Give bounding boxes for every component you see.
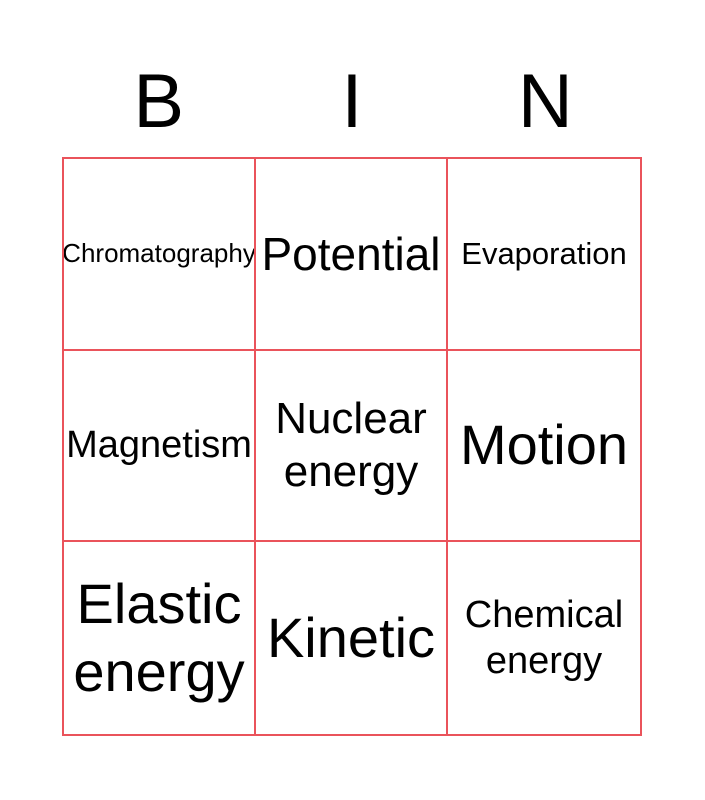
bingo-cell-kinetic[interactable]: Kinetic	[256, 542, 448, 734]
bingo-cell-evaporation[interactable]: Evaporation	[448, 159, 640, 351]
bingo-cell-elastic-energy[interactable]: Elastic energy	[64, 542, 256, 734]
title-letter-b: B	[133, 59, 185, 144]
bingo-cell-chromatography[interactable]: Chromatography	[64, 159, 256, 351]
title-letter-n: N	[517, 59, 573, 144]
bingo-cell-nuclear-energy[interactable]: Nuclear energy	[256, 350, 448, 543]
bingo-card-grid: Chromatography Potential Evaporation Mag…	[62, 157, 642, 736]
title-letter-i: I	[341, 59, 363, 144]
bingo-cell-chemical-energy[interactable]: Chemical energy	[448, 542, 640, 734]
bingo-cell-magnetism[interactable]: Magnetism	[64, 350, 256, 543]
bingo-card-title: B I N	[62, 64, 642, 140]
bingo-cell-potential[interactable]: Potential	[256, 159, 448, 351]
bingo-cell-motion[interactable]: Motion	[448, 350, 640, 543]
